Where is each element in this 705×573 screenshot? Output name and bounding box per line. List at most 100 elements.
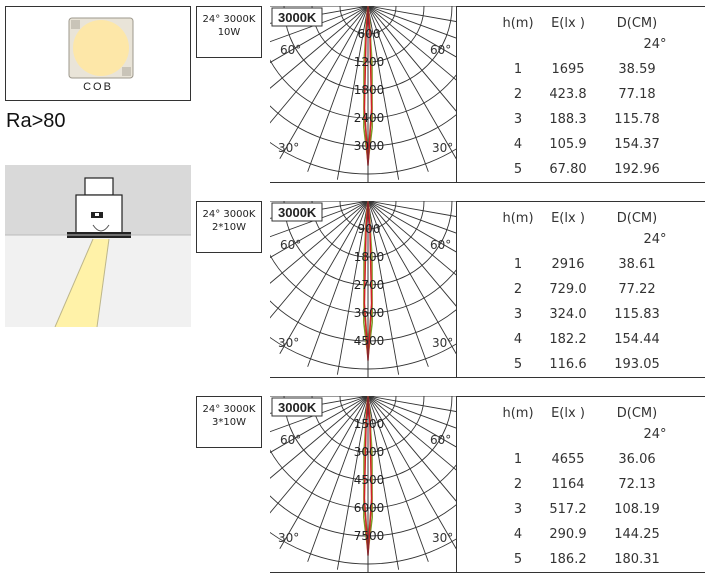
spec-line: 3*10W [212, 417, 246, 428]
table-cell: 324.0 [549, 307, 587, 322]
polar-spoke [270, 396, 369, 479]
table-cell: 4 [513, 332, 523, 347]
table-cell: 2916 [551, 257, 585, 272]
table-cell: 5 [513, 357, 523, 372]
table-cell: 144.25 [614, 527, 660, 542]
table-cell: 423.8 [549, 87, 587, 102]
table-cell: 154.37 [614, 137, 660, 152]
table-header: h(m) [502, 16, 534, 31]
polar-spoke [270, 6, 369, 43]
illuminance-table: h(m) E(lx ) D(CM) 24° 1 4655 36.06 2 1164 72.13 3 5… [456, 396, 705, 572]
ring-label: 4500 [354, 334, 385, 348]
angle-label: 60° [430, 433, 451, 447]
panel-bottom-line [270, 182, 705, 183]
polar-spoke [367, 396, 456, 429]
polar-spoke [367, 396, 456, 471]
panel-bottom-line [270, 377, 705, 378]
ring-label: 1500 [354, 417, 385, 431]
angle-label: 30° [432, 336, 453, 350]
table-cell: 188.3 [549, 112, 587, 127]
table-cell: 4 [513, 527, 523, 542]
cct-box [271, 202, 323, 222]
table-header: h(m) [502, 406, 534, 421]
table-cell: 290.9 [549, 527, 587, 542]
table-cell: 729.0 [549, 282, 587, 297]
cob-label: COB [83, 81, 113, 93]
polar-spoke [367, 6, 456, 81]
polar-spoke [367, 6, 429, 172]
spec-box: 24° 3000K 3*10W [196, 396, 262, 448]
table-cell: 517.2 [549, 502, 587, 517]
table-cell: 77.22 [618, 282, 656, 297]
spec-line: 2*10W [212, 222, 246, 233]
spec-line: 10W [217, 27, 241, 38]
polar-diagram: 3000K 900 1800 2700 3600 4500 60° 60° 30° 30° [270, 201, 456, 377]
angle-label: 60° [280, 433, 301, 447]
polar-diagram: 3000K 1500 3000 4500 6000 7500 60° 60° 30° 30° [270, 396, 456, 572]
polar-spoke [367, 201, 456, 253]
table-cell: 38.61 [618, 257, 656, 272]
polar-spoke [367, 201, 456, 307]
ring-label: 3000 [354, 445, 385, 459]
table-cell: 1 [513, 257, 523, 272]
spec-box: 24° 3000K 10W [196, 6, 262, 58]
beam-angle: 24° [643, 37, 667, 52]
polar-spoke [367, 201, 429, 367]
table-header: E(lx ) [551, 211, 585, 226]
ring-label: 6000 [354, 501, 385, 515]
table-cell: 115.83 [614, 307, 660, 322]
table-cell: 108.19 [614, 502, 660, 517]
ring-label: 1200 [354, 55, 385, 69]
polar-spoke [367, 396, 456, 549]
ring-label: 600 [358, 27, 381, 41]
ring-label: 3000 [354, 139, 385, 153]
polar-spoke [336, 396, 369, 570]
cct-label: 3000K [278, 400, 317, 415]
table-cell: 193.05 [614, 357, 660, 372]
table-header: D(CM) [616, 406, 658, 421]
polar-spoke [270, 6, 369, 124]
angle-label: 60° [430, 43, 451, 57]
polar-spoke [367, 396, 456, 502]
table-cell: 77.18 [618, 87, 656, 102]
table-header: E(lx ) [551, 16, 585, 31]
table-cell: 105.9 [549, 137, 587, 152]
table-header: h(m) [502, 211, 534, 226]
table-cell: 67.80 [549, 162, 587, 177]
table-cell: 1 [513, 452, 523, 467]
beam-angle: 24° [643, 232, 667, 247]
angle-label: 60° [280, 238, 301, 252]
polar-spoke [367, 6, 456, 159]
polar-spoke [367, 6, 456, 112]
angle-label: 60° [430, 238, 451, 252]
table-cell: 72.13 [618, 477, 656, 492]
spec-line: 24° 3000K [202, 209, 256, 220]
table-cell: 115.78 [614, 112, 660, 127]
polar-spoke [270, 396, 369, 454]
table-cell: 192.96 [614, 162, 660, 177]
table-top-line [456, 396, 705, 397]
table-cell: 36.06 [618, 452, 656, 467]
polar-spoke [367, 6, 456, 58]
polar-spoke [270, 201, 369, 238]
panel-divider [456, 396, 457, 572]
polar-spoke [367, 201, 456, 234]
table-cell: 5 [513, 162, 523, 177]
spec-line: 24° 3000K [202, 404, 256, 415]
ring-label: 2700 [354, 278, 385, 292]
angle-label: 30° [278, 531, 299, 545]
polar-spoke [367, 6, 456, 22]
panel-divider [456, 6, 457, 182]
ra-rating: Ra>80 [6, 110, 66, 132]
polar-spoke [270, 396, 369, 433]
polar-spoke [367, 396, 429, 562]
table-top-line [456, 201, 705, 202]
table-cell: 186.2 [549, 552, 587, 567]
ring-label: 1800 [354, 83, 385, 97]
angle-label: 30° [432, 531, 453, 545]
polar-spoke [336, 201, 369, 375]
table-cell: 1 [513, 62, 523, 77]
polar-spoke [279, 396, 369, 549]
table-cell: 182.2 [549, 332, 587, 347]
table-cell: 3 [513, 307, 523, 322]
